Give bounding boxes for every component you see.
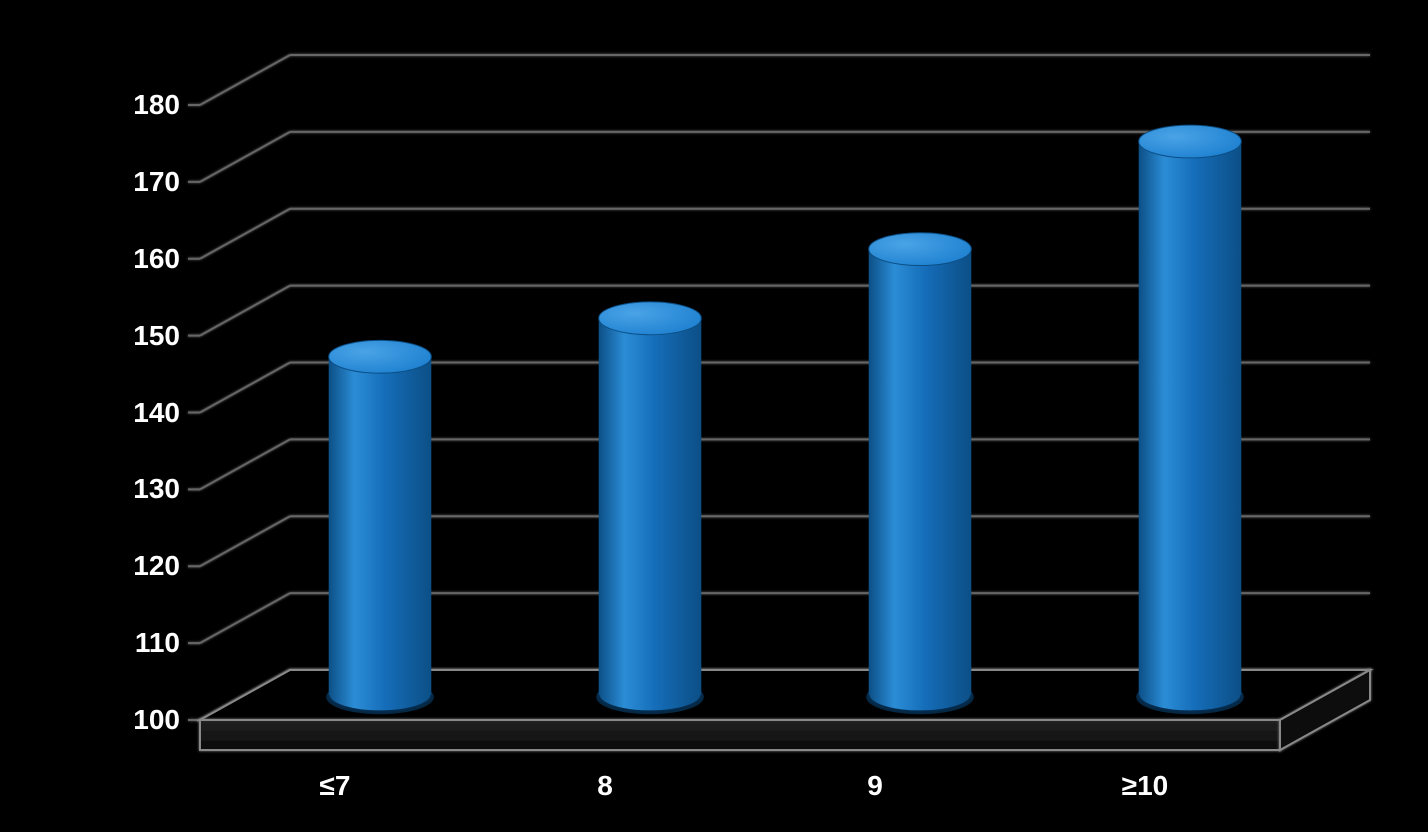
x-tick-label: ≤7 [320,770,351,802]
y-tick-label: 100 [100,704,180,736]
x-tick-label: 8 [597,770,613,802]
y-tick-label: 120 [100,550,180,582]
chart-svg [0,0,1428,832]
x-tick-label: ≥10 [1122,770,1169,802]
y-tick-label: 180 [100,89,180,121]
chart-container: 100 110 120 130 140 150 160 170 180 ≤7 8 9 ≥10 [0,0,1428,832]
x-tick-label: 9 [867,770,883,802]
bar-cylinder [1136,125,1244,714]
y-tick-label: 160 [100,243,180,275]
y-tick-label: 170 [100,166,180,198]
bar-cylinder [596,302,704,714]
y-tick-label: 140 [100,397,180,429]
y-tick-label: 130 [100,473,180,505]
bar-cylinder [326,340,434,714]
y-tick-label: 150 [100,320,180,352]
floor-front [200,720,1280,750]
y-tick-label: 110 [100,627,180,659]
bar-cylinder [866,233,974,715]
